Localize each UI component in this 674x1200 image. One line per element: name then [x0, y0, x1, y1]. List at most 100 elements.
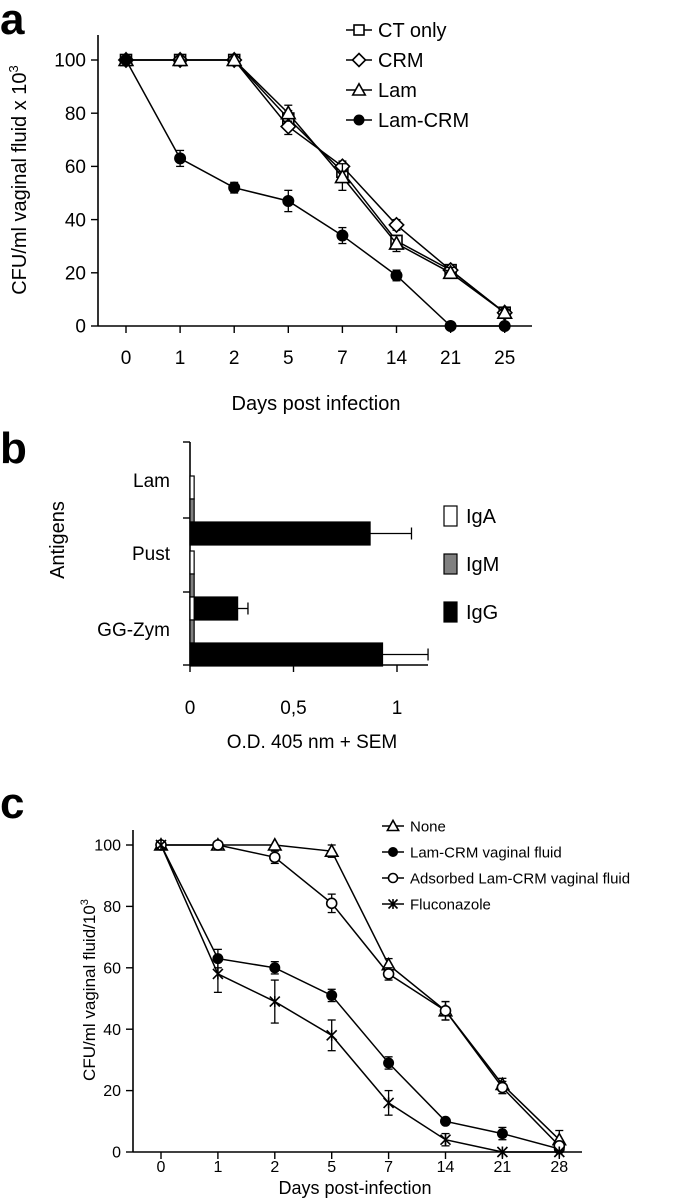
panel-c-axes: 0 20 40 60 80 100 0 1 2 5 7 14 21 28: [94, 830, 582, 1176]
panel-a-legend: CT only CRM Lam Lam-CRM: [346, 20, 469, 132]
panel-c-data: [153, 837, 567, 1158]
panel-c-y-tick-label: 100: [94, 838, 121, 855]
panel-c-legend-label: Lam-CRM vaginal fluid: [410, 844, 562, 861]
panel-b: b Antigens O.D. 405 nm + SEM 0 0,5 1 Lam Pus…: [0, 424, 499, 753]
panel-a-series-lam-crm-line: [125, 59, 505, 327]
panel-b-x-tick-label: 1: [392, 698, 403, 719]
panel-a-series-lam-line: [126, 59, 506, 314]
panel-c-letter: c: [0, 779, 24, 828]
panel-b-legend-label: IgA: [466, 506, 497, 528]
panel-c-series-lam-crm-vaginal-fluid-point: [440, 1115, 451, 1127]
panel-c-series-none-point: [267, 837, 283, 851]
panel-b-bar-igg: [189, 596, 239, 621]
panel-a-y-tick-label: 40: [65, 210, 86, 231]
panel-c-legend-label: None: [410, 818, 446, 835]
panel-b-x-tick-label: 0: [185, 698, 196, 719]
panel-c-x-tick-label: 1: [213, 1159, 222, 1176]
panel-c-x-tick-label: 28: [550, 1159, 568, 1176]
panel-a-series-lam-crm-point: [120, 54, 132, 66]
panel-a-series-crm-point: [388, 216, 405, 234]
panel-c-series-lam-crm-vaginal-fluid-line: [160, 844, 560, 1150]
panel-a-y-tick-label: 20: [65, 263, 86, 284]
panel-a-legend-marker: [353, 114, 365, 126]
panel-a-x-tick-label: 7: [337, 348, 348, 369]
panel-a-x-title: Days post infection: [232, 393, 401, 415]
panel-c-series-lam-crm-vaginal-fluid-point: [269, 962, 281, 974]
panel-c-series-fluconazole-line: [160, 844, 560, 1153]
panel-c-legend-label: Adsorbed Lam-CRM vaginal fluid: [410, 870, 630, 887]
panel-a-x-tick-label: 14: [386, 348, 408, 369]
panel-a-series-lam-point: [171, 51, 189, 67]
panel-a-series-lam-point: [280, 104, 297, 120]
panel-a-series-lam-point: [496, 304, 513, 320]
panel-a-x-tick-label: 21: [440, 348, 461, 369]
panel-c-series-adsorbed-lam-crm-vaginal-fluid-point: [325, 897, 338, 910]
panel-b-bar-igm: [189, 498, 195, 523]
panel-c-x-title: Days post-infection: [278, 1178, 431, 1198]
panel-a-series-lam-crm-point: [336, 229, 349, 242]
panel-b-bar-igg: [189, 521, 371, 546]
panel-a-legend-label: CT only: [378, 20, 447, 42]
panel-c-x-tick-label: 21: [494, 1159, 512, 1176]
panel-c-y-tick-label: 80: [103, 899, 121, 916]
panel-a-series-lam-point: [225, 51, 243, 67]
panel-c-y-tick-label: 20: [103, 1083, 121, 1100]
panel-b-legend: IgA IgM IgG: [443, 505, 499, 624]
panel-c-x-tick-label: 14: [437, 1159, 455, 1176]
panel-a-legend-marker: [351, 82, 367, 96]
panel-c-series-none-line: [161, 844, 560, 1141]
panel-c-legend-marker: [388, 847, 398, 857]
panel-c-series-adsorbed-lam-crm-vaginal-fluid-point: [382, 968, 395, 980]
panel-c-x-tick-label: 7: [384, 1159, 393, 1176]
panel-c-series-fluconazole-point: [383, 1097, 395, 1109]
panel-c-series-adsorbed-lam-crm-vaginal-fluid-point: [496, 1081, 509, 1094]
panel-a-x-tick-label: 2: [229, 348, 240, 369]
panel-b-bar-igg: [189, 642, 384, 667]
panel-b-x-title: O.D. 405 nm + SEM: [227, 732, 398, 753]
panel-b-legend-swatch: [443, 601, 458, 623]
panel-c-y-tick-label: 40: [103, 1022, 121, 1039]
panel-c-x-tick-label: 0: [157, 1159, 166, 1176]
panel-c-series-adsorbed-lam-crm-vaginal-fluid-point: [439, 1004, 452, 1017]
panel-c-legend: None Lam-CRM vaginal fluid Adsorbed Lam-CR…: [382, 818, 630, 913]
panel-a-y-title: CFU/ml vaginal fluid x 103: [6, 65, 31, 295]
panel-a-legend-marker: [351, 52, 367, 68]
panel-c-series-fluconazole-point: [212, 968, 224, 980]
panel-a-letter: a: [0, 0, 25, 44]
panel-b-axes: 0 0,5 1 Lam Pust GG-Zym: [97, 441, 428, 719]
panel-a-series-lam-crm-point: [174, 152, 187, 165]
panel-a-y-tick-label: 0: [75, 317, 86, 338]
panel-a-y-tick-label: 60: [65, 157, 86, 178]
panel-a-y-tick-label: 100: [54, 51, 86, 72]
panel-b-bar-iga: [189, 596, 195, 621]
panel-b-letter: b: [0, 424, 27, 473]
panel-b-y-title: Antigens: [47, 501, 69, 579]
panel-c-legend-label: Fluconazole: [410, 896, 491, 913]
panel-b-x-tick-label: 0,5: [280, 698, 306, 719]
panel-c-series-fluconazole-point: [326, 1029, 338, 1041]
panel-a-x-tick-label: 5: [283, 348, 294, 369]
panel-c-series-fluconazole-point: [496, 1146, 508, 1158]
panel-c-series-fluconazole-point: [155, 839, 167, 851]
panel-a-series-lam-crm-point: [444, 320, 457, 332]
panel-a-series-lam-crm-point: [282, 194, 295, 207]
panel-b-bar-iga: [189, 475, 195, 500]
panel-b-category-label: Lam: [133, 471, 170, 492]
panel-a-series-lam-point: [334, 168, 351, 184]
panel-a-data: [117, 51, 513, 332]
panel-c-y-tick-label: 60: [103, 960, 121, 977]
panel-c: c 0 20 40 60 80 100 0 1 2 5 7 14 21 28 CFU/ml vaginal…: [0, 779, 630, 1198]
panel-b-legend-label: IgG: [466, 602, 498, 624]
panel-c-series-lam-crm-vaginal-fluid-point: [383, 1057, 395, 1069]
panel-c-legend-marker: [386, 818, 400, 832]
panel-a-legend-label: Lam-CRM: [378, 110, 469, 132]
panel-b-legend-label: IgM: [466, 554, 499, 576]
panel-c-x-tick-label: 2: [270, 1159, 279, 1176]
panel-a-legend-label: CRM: [378, 50, 424, 72]
panel-c-series-fluconazole-point: [269, 996, 281, 1008]
panel-a-series-lam-crm-point: [390, 269, 403, 282]
panel-a-series-lam-crm-point: [228, 181, 241, 194]
